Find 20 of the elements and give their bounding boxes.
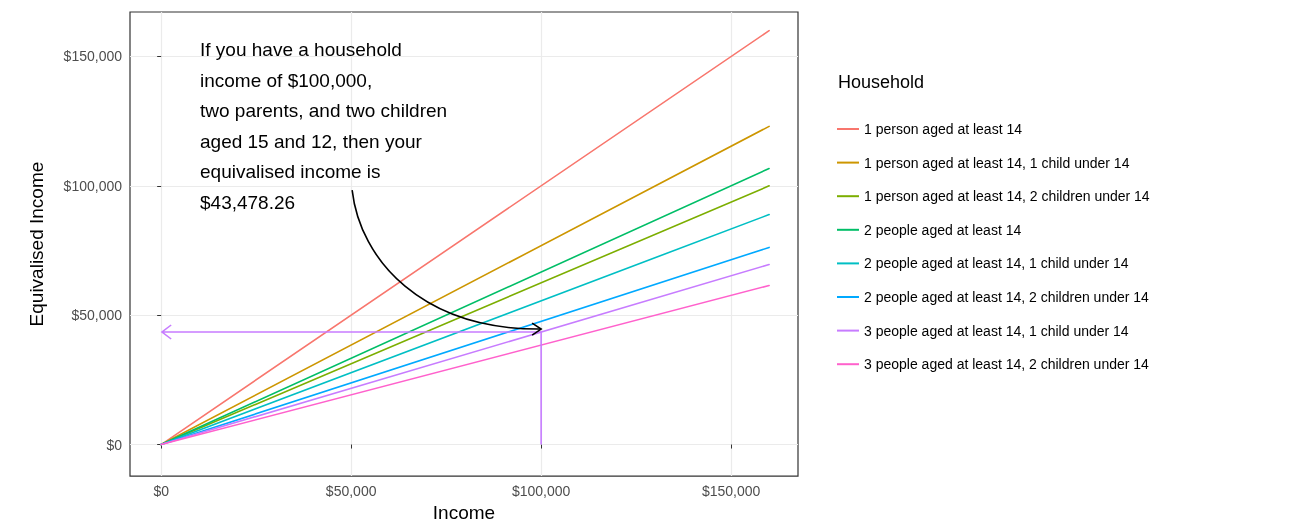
y-tick-label: $100,000 bbox=[63, 177, 123, 194]
legend-label: 2 people aged at least 14, 2 children under 14 bbox=[864, 289, 1150, 305]
legend-label: 2 people aged at least 14 bbox=[864, 221, 1022, 238]
x-tick-label: $150,000 bbox=[701, 483, 761, 500]
x-tick-label: $50,000 bbox=[325, 483, 377, 500]
annotation: If you have a household income of $100,000, two parents, and two children aged 15 and 12, then your equivalised income is $43,478.26 bbox=[200, 39, 448, 213]
y-tick-label: $50,000 bbox=[71, 307, 123, 324]
x-tick-label: $100,000 bbox=[511, 483, 571, 500]
x-tick-label: $0 bbox=[153, 483, 170, 500]
legend-label: 1 person aged at least 14 bbox=[864, 121, 1023, 137]
y-tick-label: $0 bbox=[106, 436, 123, 453]
legend-title: Household bbox=[838, 72, 925, 92]
legend-label: 2 people aged at least 14, 1 child under 14 bbox=[864, 255, 1129, 272]
y-tick-label: $150,000 bbox=[63, 48, 123, 65]
legend-label: 3 people aged at least 14, 2 children under 14 bbox=[864, 356, 1150, 373]
legend-label: 1 person aged at least 14, 2 children under 14 bbox=[864, 188, 1150, 205]
x-axis-title: Income bbox=[432, 502, 496, 523]
legend-label: 1 person aged at least 14, 1 child under 14 bbox=[864, 154, 1130, 171]
legend-label: 3 people aged at least 14, 1 child under 14 bbox=[864, 322, 1129, 339]
y-axis-title: Equivalised Income bbox=[26, 161, 47, 327]
